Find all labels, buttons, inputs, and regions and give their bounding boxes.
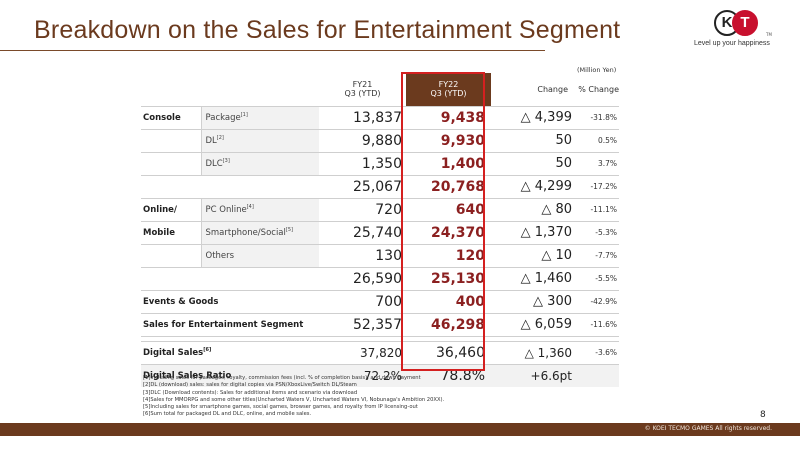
footnote: [2]DL (download) sales: sales for digita… [143, 382, 357, 389]
logo-t-circle: T [732, 10, 758, 36]
row-label: PC Online[4] [200, 197, 319, 221]
subtotal-row: 26,590 25,130 △ 1,460 -5.5% [141, 266, 619, 290]
pct-value: -5.5% [574, 266, 619, 290]
category-label: Console [141, 105, 201, 129]
table-row: Digital Sales Ratio 72.2% 78.8% +6.6pt [141, 363, 619, 387]
page-number: 8 [760, 410, 766, 420]
header-pct-change: % Change [578, 84, 619, 94]
pct-value: -7.7% [574, 243, 619, 267]
fy22-value: 9,930 [406, 128, 491, 152]
pct-value: -31.8% [574, 105, 619, 129]
table-header-row: FY21 Q3 (YTD) FY22 Q3 (YTD) Change % Chang… [141, 73, 619, 106]
category-label: Mobile [141, 220, 201, 244]
pct-value: -5.3% [574, 220, 619, 244]
fy21-value: 26,590 [319, 266, 406, 290]
pct-value: 0.5% [574, 128, 619, 152]
fy21-value: 72.2% [319, 363, 406, 387]
fy21-value: 52,357 [319, 312, 406, 336]
header-change: Change [537, 84, 568, 94]
koei-tecmo-logo: K T [714, 10, 760, 36]
category-label: Online/ [141, 197, 201, 221]
header-fy22: FY22 Q3 (YTD) [406, 73, 491, 106]
table-row: DLC[3] 1,350 1,400 50 3.7% [141, 151, 619, 175]
footnote: [3]DLC (Download contents): Sales for ad… [143, 389, 358, 396]
pct-value: 3.7% [574, 151, 619, 175]
fy22-value: 20,768 [406, 174, 491, 198]
pct-value: -17.2% [574, 174, 619, 198]
row-label: Others [200, 243, 319, 267]
title-divider [0, 50, 545, 51]
header-fy21: FY21 Q3 (YTD) [344, 80, 381, 99]
unit-label: (Million Yen) [577, 66, 617, 74]
table-row: Online/ PC Online[4] 720 640 △ 80 -11.1% [141, 197, 619, 221]
table-row: Events & Goods 700 400 △ 300 -42.9% [141, 289, 619, 313]
table-row: Console Package[1] 13,837 9,438 △ 4,399 … [141, 105, 619, 129]
row-label: Events & Goods [141, 289, 319, 313]
change-value: △ 6,059 [491, 312, 574, 336]
fy22-value: 36,460 [406, 340, 491, 364]
row-label: Sales for Entertainment Segment [141, 312, 319, 336]
fy22-value: 9,438 [406, 105, 491, 129]
change-value: △ 1,360 [491, 340, 574, 364]
change-value: +6.6pt [491, 363, 574, 387]
fy21-value: 25,740 [319, 220, 406, 244]
trademark: TM [766, 32, 772, 37]
table-row: Others 130 120 △ 10 -7.7% [141, 243, 619, 267]
segment-total-row: Sales for Entertainment Segment 52,357 4… [141, 312, 619, 336]
row-label: Digital Sales[6] [141, 340, 319, 364]
change-value: △ 80 [491, 197, 574, 221]
table-row: Digital Sales[6] 37,820 36,460 △ 1,360 -… [141, 340, 619, 364]
copyright: © KOEI TECMO GAMES All rights reserved. [644, 425, 772, 432]
table-row: DL[2] 9,880 9,930 50 0.5% [141, 128, 619, 152]
fy22-value: 400 [406, 289, 491, 313]
footer-bar: © KOEI TECMO GAMES All rights reserved. [0, 423, 800, 436]
fy21-value: 9,880 [319, 128, 406, 152]
fy21-value: 13,837 [319, 105, 406, 129]
footnotes: [1]Including sales for packages, royalty… [143, 375, 444, 419]
pct-value: -3.6% [574, 340, 619, 364]
fy21-value: 130 [319, 243, 406, 267]
fy21-value: 25,067 [319, 174, 406, 198]
pct-value: -42.9% [574, 289, 619, 313]
footnote: [5]Including sales for smartphone games,… [143, 404, 418, 411]
fy21-value: 700 [319, 289, 406, 313]
row-label: DLC[3] [200, 151, 319, 175]
fy21-value: 37,820 [319, 340, 406, 364]
fy22-value: 46,298 [406, 312, 491, 336]
change-value: △ 1,460 [491, 266, 574, 290]
subtotal-row: 25,067 20,768 △ 4,299 -17.2% [141, 174, 619, 198]
pct-value: -11.1% [574, 197, 619, 221]
row-label: Package[1] [200, 105, 319, 129]
page-title: Breakdown on the Sales for Entertainment… [34, 16, 621, 44]
pct-value: -11.6% [574, 312, 619, 336]
change-value: 50 [491, 151, 574, 175]
change-value: △ 300 [491, 289, 574, 313]
change-value: △ 4,299 [491, 174, 574, 198]
fy22-value: 640 [406, 197, 491, 221]
change-value: △ 4,399 [491, 105, 574, 129]
fy21-value: 1,350 [319, 151, 406, 175]
fy21-value: 720 [319, 197, 406, 221]
fy22-value: 25,130 [406, 266, 491, 290]
row-label: Digital Sales Ratio [141, 363, 319, 387]
footnote: [1]Including sales for packages, royalty… [143, 375, 421, 381]
sales-table: FY21 Q3 (YTD) FY22 Q3 (YTD) Change % Chang… [141, 73, 619, 387]
fy22-value: 120 [406, 243, 491, 267]
row-label: Smartphone/Social[5] [200, 220, 319, 244]
change-value: 50 [491, 128, 574, 152]
logo-tagline: Level up your happiness [694, 40, 770, 47]
fy22-value: 1,400 [406, 151, 491, 175]
row-label: DL[2] [200, 128, 319, 152]
footnote: [4]Sales for MMORPG and some other title… [143, 396, 445, 403]
footnote: [6]Sum total for packaged DL and DLC, on… [143, 411, 312, 418]
fy22-value: 24,370 [406, 220, 491, 244]
change-value: △ 1,370 [491, 220, 574, 244]
table-row: Mobile Smartphone/Social[5] 25,740 24,37… [141, 220, 619, 244]
change-value: △ 10 [491, 243, 574, 267]
